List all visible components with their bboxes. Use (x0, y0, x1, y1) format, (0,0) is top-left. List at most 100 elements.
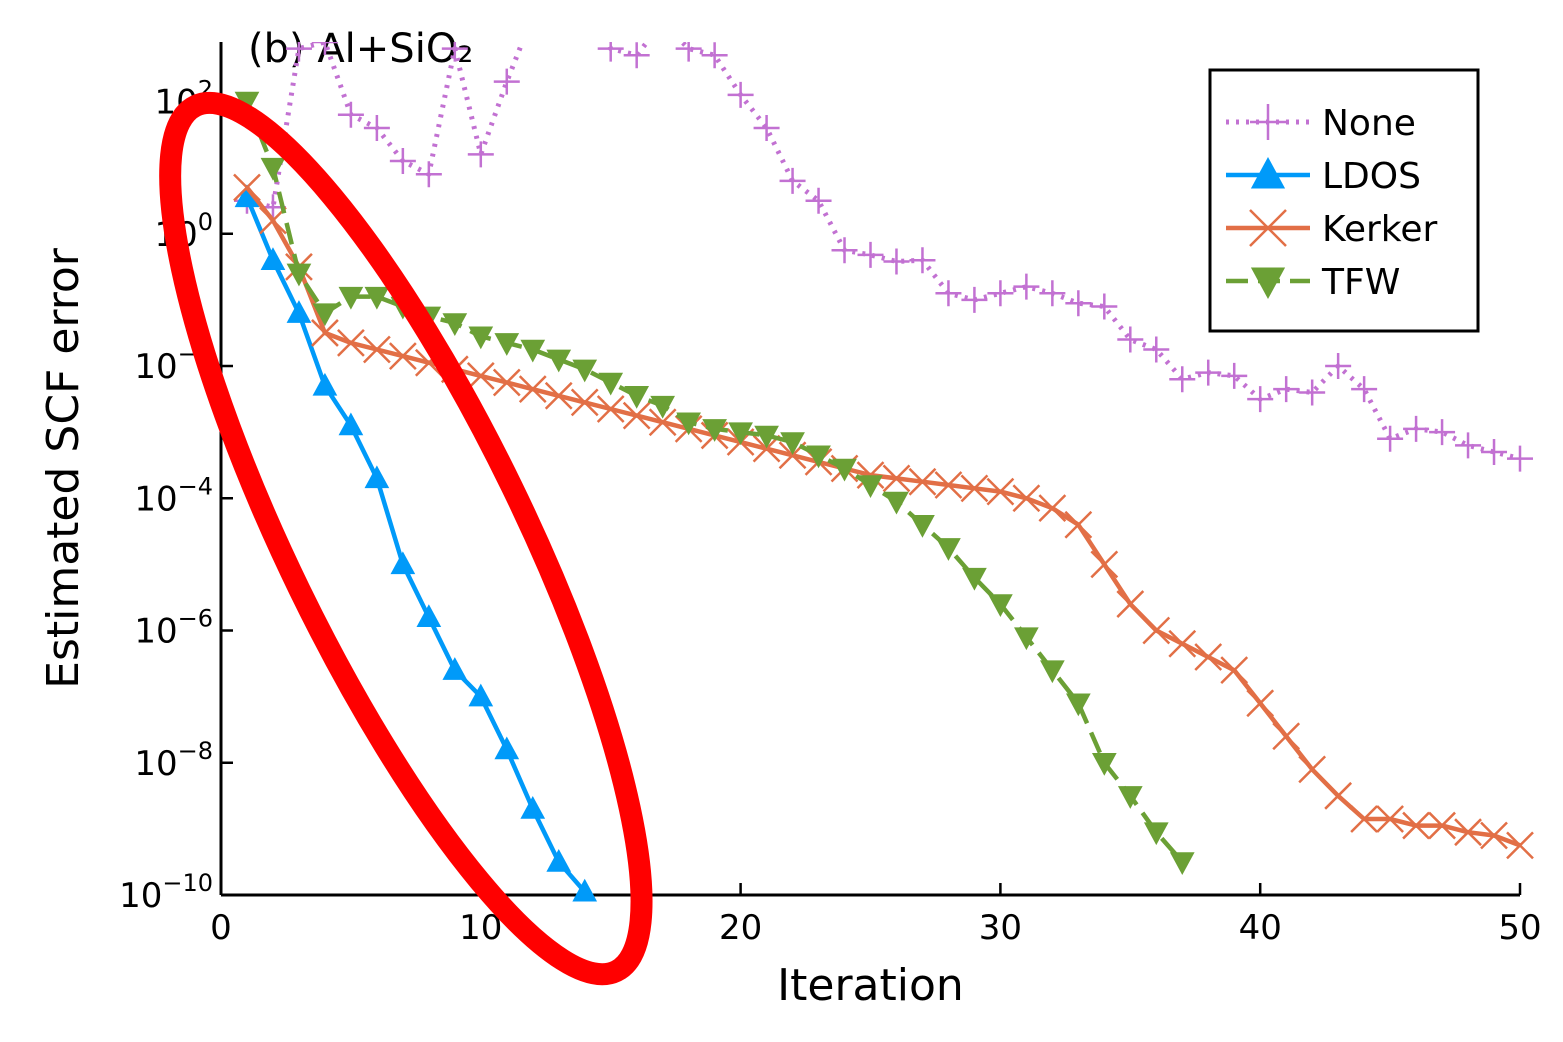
x-tick-label: 30 (979, 908, 1022, 948)
legend-label: Kerker (1322, 209, 1437, 250)
data-point-marker (675, 42, 702, 62)
data-point-marker (832, 458, 857, 482)
data-point-marker (858, 475, 883, 499)
data-point-marker (1377, 425, 1404, 452)
data-point-marker (546, 848, 572, 872)
data-point-marker (1351, 376, 1378, 403)
data-point-marker (1220, 656, 1249, 685)
data-point-marker (466, 362, 495, 390)
data-point-marker (1507, 445, 1533, 472)
data-point-marker (572, 359, 598, 383)
data-point-marker (286, 300, 312, 323)
data-point-marker (935, 280, 962, 307)
data-point-marker (1142, 616, 1171, 645)
data-point-marker (492, 368, 521, 397)
data-point-marker (312, 303, 338, 327)
data-point-marker (493, 68, 520, 95)
legend-entry-ldos: LDOS (1226, 156, 1421, 197)
data-point-marker (1143, 822, 1169, 846)
data-point-marker (520, 796, 546, 819)
data-point-marker (702, 419, 727, 442)
x-tick-label: 50 (1498, 908, 1541, 948)
legend-label: LDOS (1322, 156, 1421, 197)
data-point-marker (831, 237, 858, 264)
data-point-marker (598, 372, 624, 396)
data-point-marker (468, 683, 494, 707)
data-point-marker (520, 3, 546, 29)
data-point-marker (884, 491, 909, 515)
data-point-marker (1091, 293, 1118, 320)
data-point-marker (416, 604, 442, 628)
data-point-marker (728, 422, 753, 446)
data-point-marker (1455, 432, 1482, 459)
data-point-marker (624, 386, 650, 409)
data-point-marker (882, 464, 911, 493)
data-point-marker (364, 286, 390, 310)
data-point-marker (572, 0, 598, 9)
data-point-marker (337, 101, 364, 128)
data-point-marker (570, 388, 599, 417)
highlight-annotation (159, 91, 653, 986)
data-point-marker (312, 372, 338, 396)
data-point-marker (779, 167, 806, 194)
data-point-marker (442, 313, 468, 337)
data-point-marker (1403, 415, 1430, 442)
data-point-marker (311, 319, 339, 347)
data-point-marker (520, 339, 546, 363)
data-point-marker (752, 434, 781, 463)
data-point-marker (1169, 852, 1195, 875)
legend-label: TFW (1321, 262, 1400, 303)
data-point-marker (1012, 484, 1041, 513)
data-point-marker (857, 241, 884, 268)
data-point-marker (1428, 811, 1456, 840)
data-point-marker (546, 349, 572, 373)
data-point-marker (908, 467, 937, 496)
y-tick-label: 10−4 (134, 472, 213, 519)
data-point-marker (362, 335, 391, 364)
data-point-marker (1250, 157, 1286, 189)
series-none (233, 0, 1533, 472)
data-point-marker (1116, 590, 1145, 618)
data-point-marker (442, 657, 468, 680)
data-point-marker (623, 42, 650, 69)
data-point-marker (1272, 722, 1301, 751)
data-point-marker (754, 425, 779, 449)
data-point-marker (389, 148, 416, 175)
data-point-marker (1014, 627, 1039, 651)
data-point-marker (1221, 362, 1248, 389)
data-point-marker (1039, 280, 1066, 307)
data-point-marker (856, 461, 885, 489)
x-tick-label: 40 (1239, 908, 1282, 948)
series-line (244, 196, 587, 894)
data-point-marker (753, 114, 780, 141)
data-point-marker (986, 477, 1015, 506)
data-point-marker (1247, 386, 1274, 413)
data-point-marker (364, 465, 390, 489)
series-ldos (234, 184, 598, 902)
y-tick-label: 10−8 (134, 737, 213, 784)
data-point-marker (1506, 831, 1534, 860)
data-point-marker (234, 91, 260, 115)
data-point-marker (1117, 326, 1144, 353)
highlight-ellipse (159, 91, 653, 986)
data-point-marker (234, 184, 260, 208)
data-point-marker (1249, 209, 1287, 247)
data-point-marker (337, 328, 365, 357)
data-point-marker (338, 286, 364, 310)
data-point-marker (987, 280, 1014, 307)
data-point-marker (1065, 693, 1091, 717)
data-point-marker (910, 514, 935, 538)
data-point-marker (285, 42, 312, 62)
data-point-marker (1195, 359, 1222, 386)
y-tick-label: 10−10 (119, 869, 213, 916)
data-point-marker (960, 474, 989, 503)
legend-entry-kerker: Kerker (1226, 209, 1437, 250)
data-point-marker (1250, 267, 1286, 299)
data-point-marker (468, 326, 494, 350)
data-point-marker (1090, 550, 1119, 579)
data-point-marker (650, 395, 676, 419)
data-point-marker (1117, 786, 1143, 809)
plot-axes: 0 10 20 30 40 5010210010−210−410−610−810−10It… (38, 26, 1542, 1011)
data-point-marker (1246, 689, 1275, 718)
